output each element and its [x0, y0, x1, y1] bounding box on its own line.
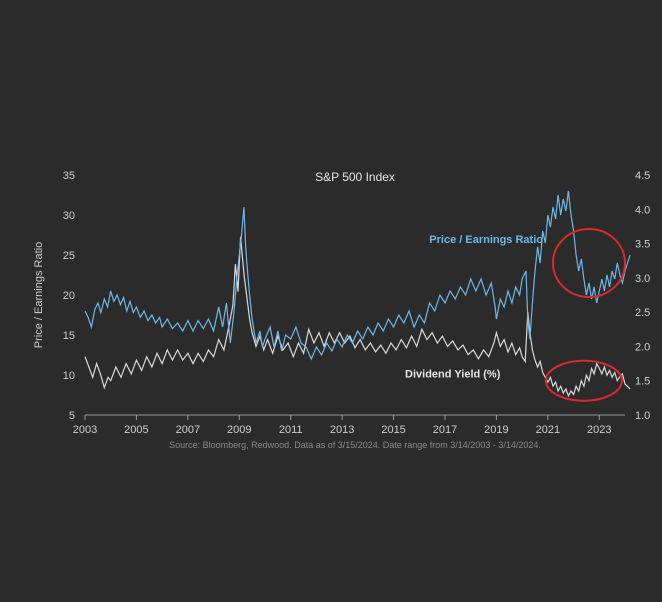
x-tick: 2003: [73, 424, 97, 436]
chart-svg: 5 10 15 20 25 30 35 1.0 1.5 2.0 2.5 3.0 3.5 4.0 4.5 200…: [0, 0, 662, 602]
y-left-tick: 10: [63, 370, 75, 382]
highlight-ellipse: [546, 361, 622, 401]
y-left-tick: 30: [63, 210, 75, 222]
x-tick: 2013: [330, 424, 354, 436]
y-left-tick: 5: [69, 410, 75, 422]
y-right-tick: 3.0: [635, 273, 650, 285]
y-right-tick: 2.0: [635, 341, 650, 353]
y-left-label: Price / Earnings Ratio: [33, 242, 45, 348]
y-right-tick: 1.5: [635, 376, 650, 388]
x-tick: 2005: [124, 424, 148, 436]
x-tick: 2021: [536, 424, 560, 436]
y-left-tick: 25: [63, 250, 75, 262]
highlight-ellipse: [553, 229, 625, 297]
chart-container: { "chart": { "type": "line-dual-axis", "…: [0, 0, 662, 602]
x-tick: 2011: [279, 424, 303, 436]
y-left-tick: 35: [63, 170, 75, 182]
x-tick: 2007: [176, 424, 200, 436]
y-right-tick: 2.5: [635, 307, 650, 319]
x-tick: 2023: [587, 424, 611, 436]
y-right-tick: 3.5: [635, 239, 650, 251]
x-tick: 2017: [433, 424, 457, 436]
y-left-tick: 15: [63, 330, 75, 342]
y-left-tick: 20: [63, 290, 75, 302]
y-right-tick: 4.0: [635, 204, 650, 216]
series-pe-ratio: [85, 191, 630, 359]
y-right-tick: 1.0: [635, 410, 650, 422]
y-right-tick: 4.5: [635, 170, 650, 182]
chart-title: S&P 500 Index: [315, 170, 395, 184]
source-note: Source: Bloomberg, Redwood. Data as of 3…: [169, 440, 541, 450]
x-tick: 2015: [381, 424, 405, 436]
annotation-dy: Dividend Yield (%): [405, 368, 501, 380]
annotation-pe: Price / Earnings Ratio: [429, 234, 543, 246]
x-tick: 2019: [484, 424, 508, 436]
x-tick: 2009: [227, 424, 251, 436]
